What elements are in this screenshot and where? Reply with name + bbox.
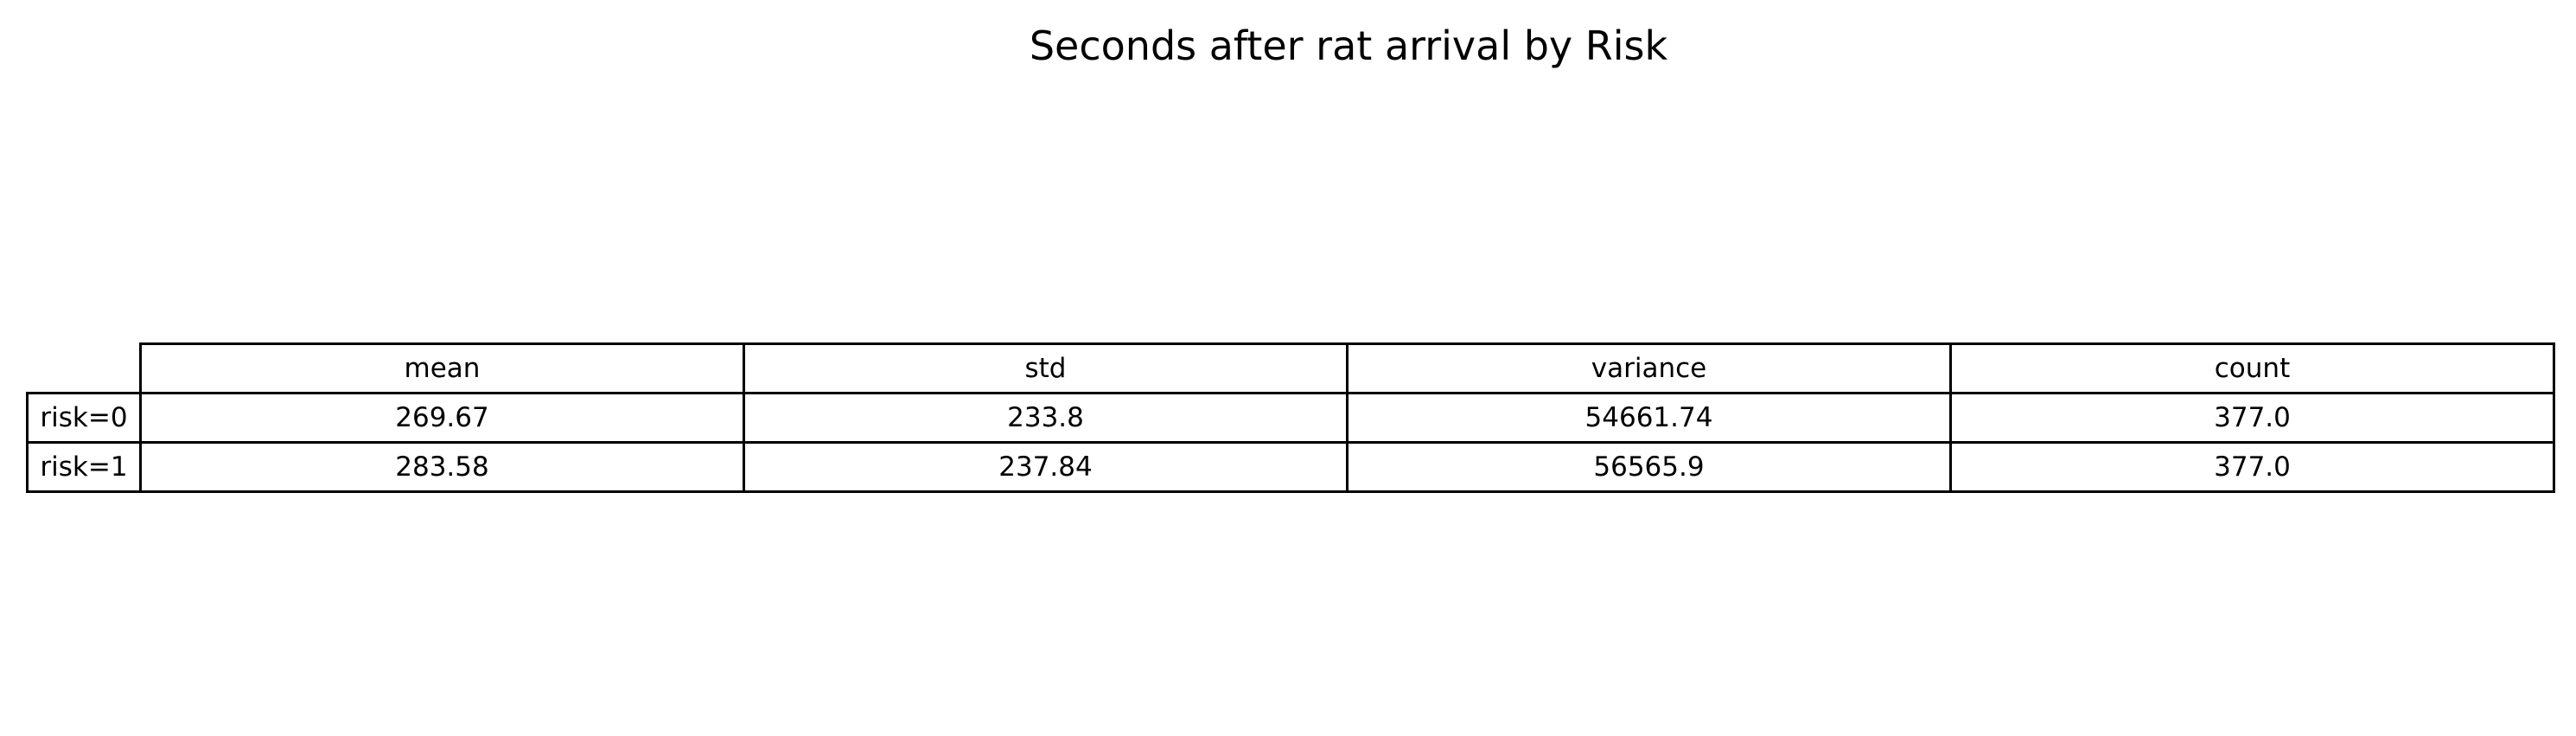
- table-cell: 237.84: [743, 441, 1349, 493]
- table-cell: 269.67: [139, 392, 745, 444]
- column-header-variance: variance: [1346, 342, 1952, 394]
- stats-table: mean std variance count risk=0 269.67 23…: [26, 342, 2555, 493]
- header-row: mean std variance count: [27, 342, 2555, 394]
- table-corner: [27, 343, 142, 394]
- table-row: risk=1 283.58 237.84 56565.9 377.0: [26, 441, 2555, 493]
- table-cell: 56565.9: [1346, 441, 1952, 493]
- row-label: risk=0: [26, 392, 142, 444]
- table-cell: 283.58: [139, 441, 745, 493]
- table-cell: 377.0: [1949, 392, 2555, 444]
- chart-title: Seconds after rat arrival by Risk: [1029, 22, 1668, 69]
- column-header-mean: mean: [139, 342, 745, 394]
- table-row: risk=0 269.67 233.8 54661.74 377.0: [26, 392, 2555, 444]
- column-header-count: count: [1949, 342, 2555, 394]
- table-cell: 233.8: [743, 392, 1349, 444]
- table-cell: 377.0: [1949, 441, 2555, 493]
- column-header-std: std: [743, 342, 1349, 394]
- row-label: risk=1: [26, 441, 142, 493]
- table-cell: 54661.74: [1346, 392, 1952, 444]
